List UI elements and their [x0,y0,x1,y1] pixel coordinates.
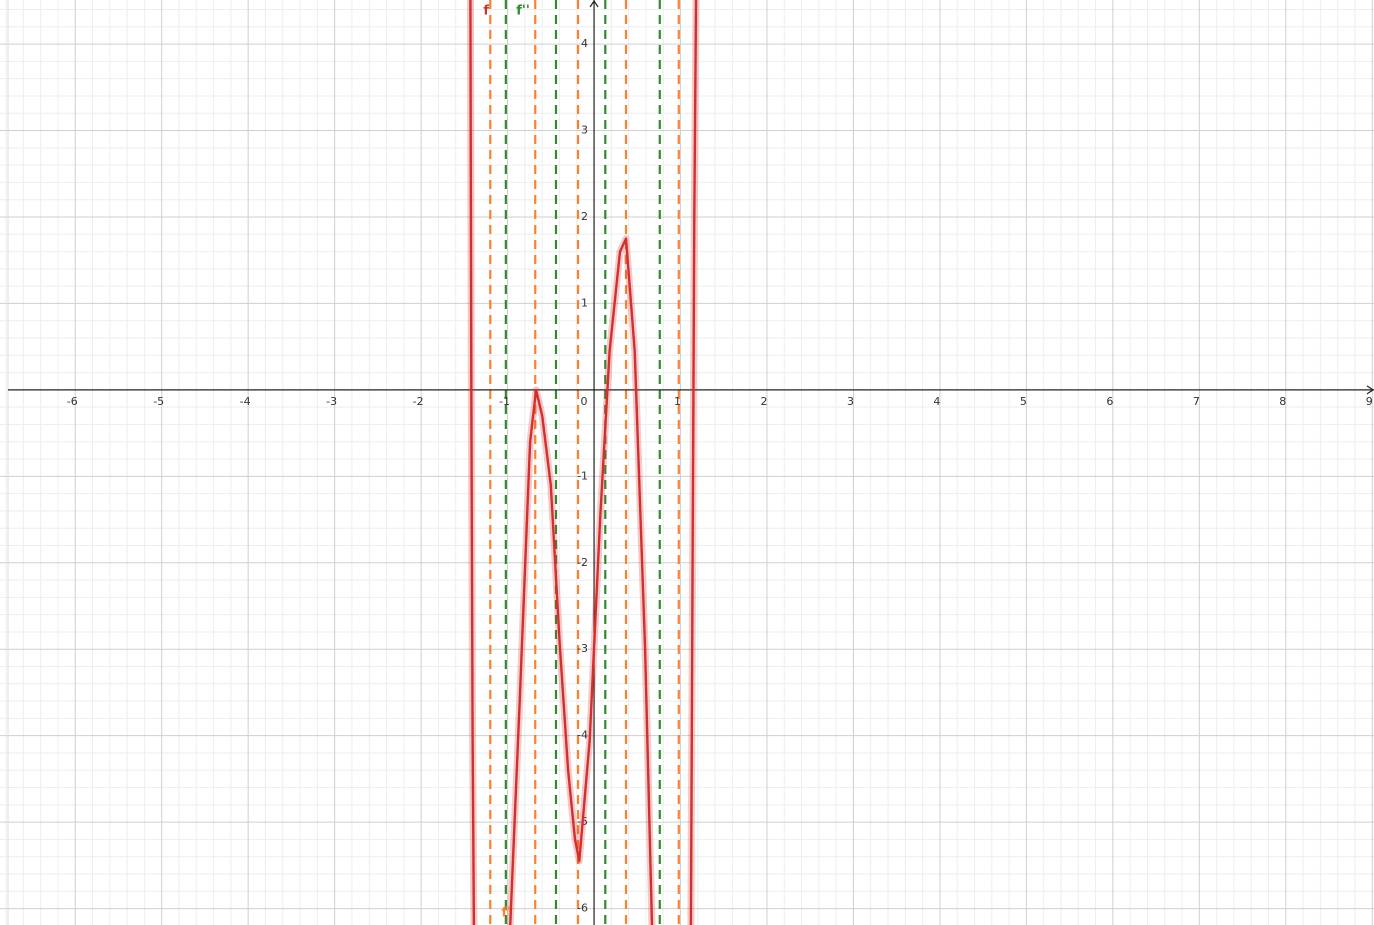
x-tick-label: -6 [67,395,78,408]
y-tick-label: 4 [581,37,588,50]
x-tick-label: 0 [581,395,588,408]
curve-halo [466,0,700,925]
curve [469,0,698,925]
x-tick-label: 1 [674,395,681,408]
y-tick-label: -4 [577,729,588,742]
y-axis-arrow [589,0,599,8]
x-tick-label: 2 [760,395,767,408]
x-tick-label: 9 [1366,395,1373,408]
y-tick-label: -6 [577,902,588,915]
x-tick-label: 4 [933,395,940,408]
x-tick-label: 7 [1193,395,1200,408]
y-tick-label: 2 [581,210,588,223]
y-tick-label: 3 [581,124,588,137]
x-tick-label: -5 [153,395,164,408]
y-tick-label: -2 [577,556,588,569]
function-label: f [483,4,489,19]
x-tick-label: -1 [499,395,510,408]
x-tick-label: -2 [413,395,424,408]
x-tick-label: 6 [1106,395,1113,408]
x-tick-label: 8 [1279,395,1286,408]
x-tick-label: 3 [847,395,854,408]
x-tick-label: -3 [326,395,337,408]
y-tick-label: -3 [577,642,588,655]
y-tick-label: 1 [581,296,588,309]
function-label: f' [502,905,512,920]
function-label: f'' [516,4,530,19]
y-tick-label: -1 [577,469,588,482]
x-tick-label: 5 [1020,395,1027,408]
x-tick-label: -4 [240,395,251,408]
x-axis-arrow [1366,385,1374,395]
